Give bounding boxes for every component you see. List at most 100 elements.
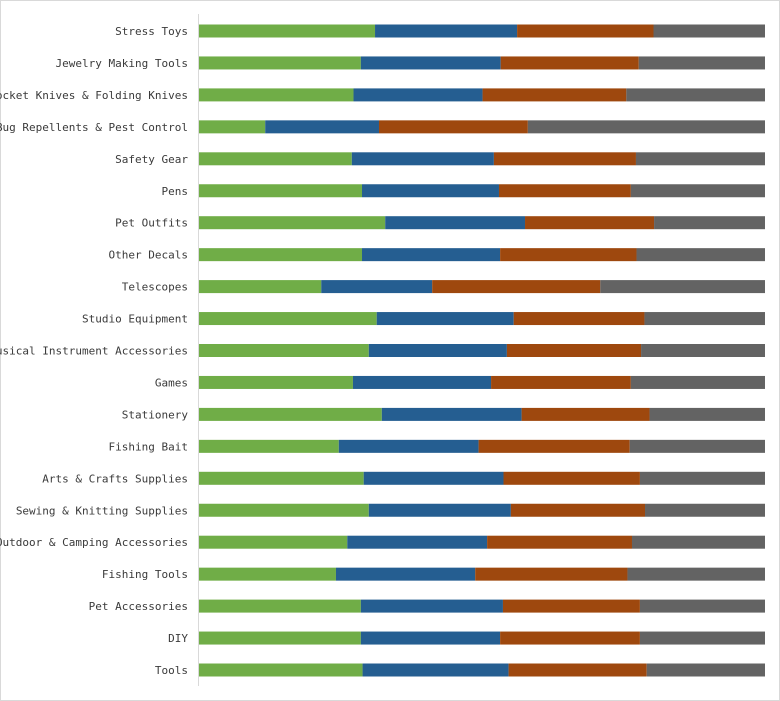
bar-segment-series-4	[646, 663, 765, 677]
bar-segment-series-1	[199, 152, 352, 166]
bar-segment-series-2	[368, 344, 507, 357]
bar-segment-series-2	[362, 184, 499, 198]
bar-segment-series-4	[630, 375, 765, 389]
bar-segment-series-4	[638, 56, 765, 70]
category-label: Fishing Bait	[109, 440, 188, 453]
category-label: DIY	[168, 632, 188, 645]
bar-segment-series-1	[199, 439, 339, 453]
category-label: Telescopes	[122, 281, 188, 294]
bar-segment-series-1	[199, 471, 364, 485]
bar-segment-series-1	[199, 88, 354, 102]
bar-segment-series-2	[363, 471, 504, 485]
bar-segment-series-3	[506, 344, 642, 357]
bar-segment-series-3	[500, 631, 640, 645]
category-label: Bug Repellents & Pest Control	[0, 121, 188, 134]
category-label: Pens	[162, 185, 189, 198]
category-label: Sewing & Knitting Supplies	[16, 504, 188, 517]
bar-segment-series-3	[478, 439, 630, 453]
bar-segment-series-2	[338, 439, 479, 453]
bar-segment-series-2	[381, 407, 522, 421]
bar-segment-series-4	[654, 216, 765, 230]
bar-segment-series-3	[493, 152, 636, 166]
bar-segment-series-4	[627, 567, 765, 581]
bar-segment-series-4	[653, 24, 765, 38]
category-label: Tools	[155, 664, 188, 677]
bar-segment-series-2	[368, 503, 511, 517]
bar-segment-series-3	[475, 567, 628, 581]
category-label: Pocket Knives & Folding Knives	[0, 89, 188, 102]
bar-segment-series-3	[491, 375, 631, 389]
bar-segment-series-1	[199, 56, 361, 70]
bar-segment-series-1	[199, 407, 382, 421]
bar-segment-series-3	[503, 471, 640, 485]
bar-segment-series-2	[362, 248, 501, 262]
category-label: Pet Outfits	[115, 217, 188, 230]
bar-segment-series-1	[199, 312, 377, 326]
bar-segment-series-3	[513, 312, 645, 326]
bar-segment-series-4	[635, 152, 765, 166]
bar-segment-series-1	[199, 663, 363, 677]
bar-segment-series-4	[636, 248, 765, 262]
bar-segment-series-2	[360, 631, 501, 645]
category-label: Jewelry Making Tools	[56, 57, 188, 70]
bar-segment-series-1	[199, 599, 361, 613]
bar-segment-series-1	[199, 567, 336, 581]
bar-segment-series-1	[199, 24, 376, 38]
category-label: Safety Gear	[115, 153, 188, 166]
bar-segment-series-1	[199, 184, 363, 198]
bar-segment-series-1	[199, 503, 369, 517]
bar-segment-series-2	[351, 152, 494, 166]
bar-segments	[199, 24, 765, 677]
bar-segment-series-2	[335, 567, 476, 581]
bar-segment-series-4	[649, 407, 765, 421]
bar-segment-series-1	[199, 248, 363, 262]
bar-segment-series-4	[600, 280, 765, 294]
bar-segment-series-1	[199, 535, 348, 549]
bar-segment-series-2	[352, 375, 492, 389]
bar-segment-series-3	[498, 184, 631, 198]
bar-segment-series-2	[385, 216, 526, 230]
bar-segment-series-3	[432, 280, 601, 294]
bar-segment-series-4	[639, 471, 765, 485]
bar-segment-series-4	[645, 503, 765, 517]
bar-segment-series-3	[482, 88, 627, 102]
category-labels: Stress Toys Jewelry Making Tools Pocket Kn…	[0, 25, 188, 677]
category-label: Fishing Tools	[102, 568, 188, 581]
category-label: Outdoor & Camping Accessories	[0, 536, 188, 549]
bar-segment-series-3	[517, 24, 654, 38]
bar-segment-series-3	[502, 599, 640, 613]
bar-segment-series-1	[199, 280, 322, 294]
bar-segment-series-2	[360, 56, 501, 70]
bar-segment-series-4	[626, 88, 765, 102]
bar-segment-series-3	[510, 503, 646, 517]
category-label: Musical Instrument Accessories	[0, 345, 188, 358]
bar-segment-series-2	[376, 312, 514, 326]
bar-segment-series-3	[521, 407, 650, 421]
category-label: Other Decals	[109, 249, 188, 262]
bar-segment-series-2	[265, 120, 379, 134]
bar-segment-series-4	[630, 184, 765, 198]
bar-segment-series-2	[353, 88, 483, 102]
category-label: Arts & Crafts Supplies	[42, 472, 188, 485]
bar-segment-series-3	[500, 248, 637, 262]
bar-segment-series-2	[321, 280, 433, 294]
bar-segment-series-2	[360, 599, 503, 613]
bar-segment-series-4	[629, 439, 765, 453]
bar-segment-series-4	[639, 599, 765, 613]
bar-segment-series-3	[508, 663, 647, 677]
bar-segment-series-3	[487, 535, 632, 549]
bar-segment-series-3	[378, 120, 528, 134]
bar-segment-series-4	[644, 312, 765, 326]
bar-segment-series-1	[199, 216, 386, 230]
bar-segment-series-2	[347, 535, 488, 549]
bar-segment-series-2	[362, 663, 509, 677]
bar-segment-series-1	[199, 344, 369, 357]
bar-segment-series-1	[199, 631, 361, 645]
bar-segment-series-1	[199, 120, 266, 134]
category-label: Pet Accessories	[89, 600, 188, 613]
bar-segment-series-2	[375, 24, 518, 38]
bar-segment-series-4	[527, 120, 765, 134]
bar-segment-series-4	[631, 535, 765, 549]
category-label: Games	[155, 376, 188, 389]
